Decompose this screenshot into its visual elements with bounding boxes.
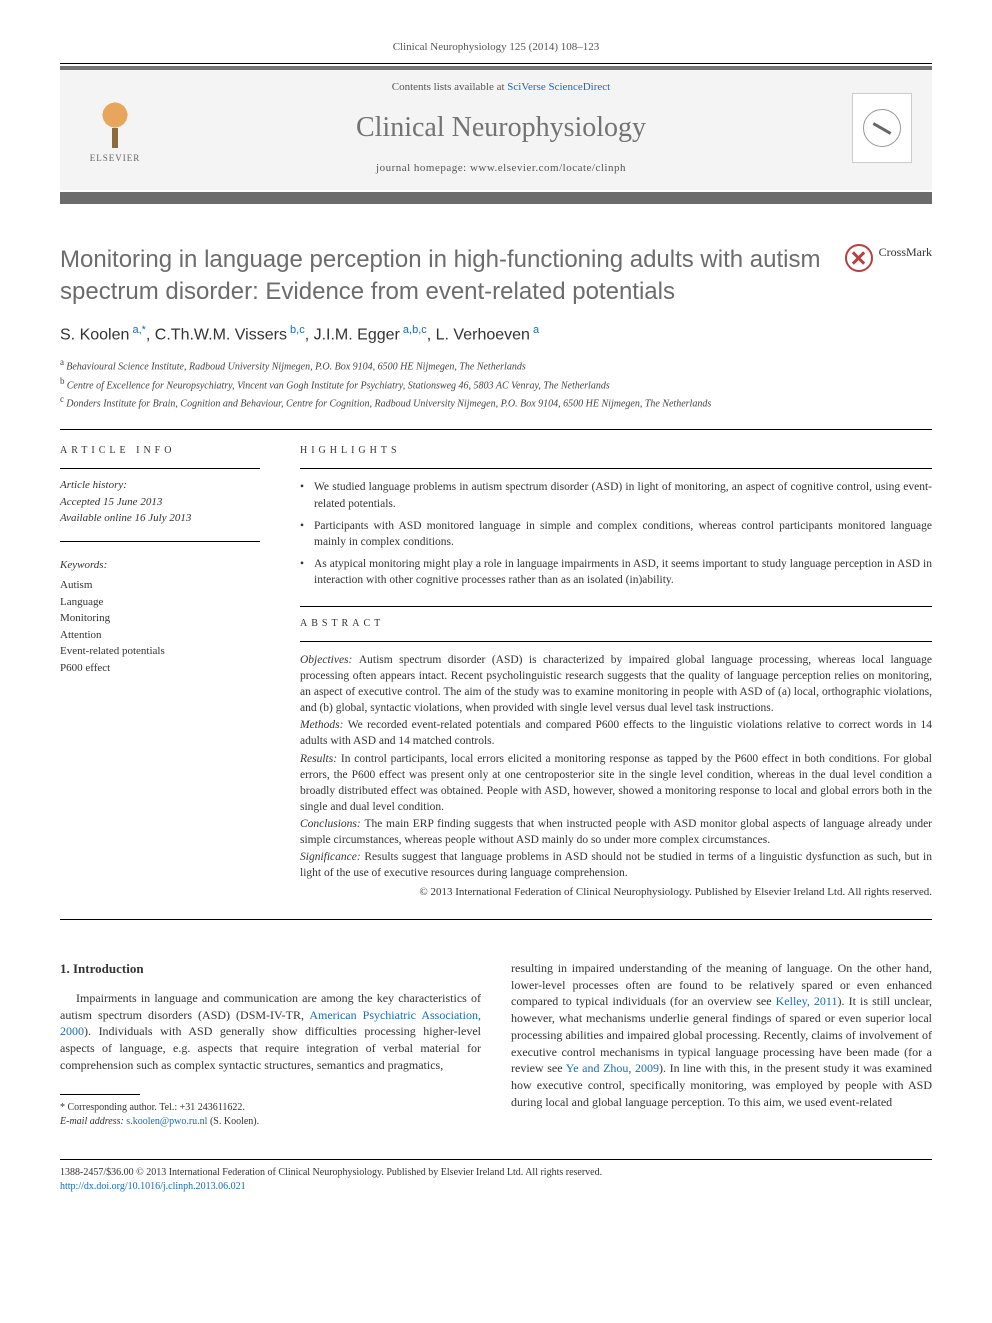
abstract-section-label: Results:: [300, 753, 341, 765]
journal-homepage: journal homepage: www.elsevier.com/locat…: [170, 161, 832, 176]
abstract-section: Significance: Results suggest that langu…: [300, 849, 932, 881]
author-sup: a,b,c: [400, 324, 427, 336]
abstract-section-label: Methods:: [300, 719, 348, 731]
crossmark-icon: [845, 244, 873, 272]
intro-text-2: ). Individuals with ASD generally show d…: [60, 1024, 481, 1072]
highlights-abstract-column: HIGHLIGHTS We studied language problems …: [300, 444, 932, 900]
keyword: Language: [60, 594, 260, 611]
online-date: Available online 16 July 2013: [60, 510, 260, 527]
affiliation: b Centre of Excellence for Neuropsychiat…: [60, 375, 932, 393]
abstract-section: Conclusions: The main ERP finding sugges…: [300, 816, 932, 848]
keyword: Event-related potentials: [60, 643, 260, 660]
body-right-column: resulting in impaired understanding of t…: [511, 960, 932, 1129]
history-label: Article history:: [60, 477, 260, 494]
affiliations: a Behavioural Science Institute, Radboud…: [60, 356, 932, 411]
journal-cover-thumbnail: [852, 93, 912, 163]
ref-kelley-2011[interactable]: Kelley, 2011: [776, 994, 838, 1008]
body-left-column: 1. Introduction Impairments in language …: [60, 960, 481, 1129]
highlights-rule: [300, 468, 932, 469]
author: J.I.M. Egger: [314, 326, 400, 343]
crossmark-label: CrossMark: [879, 244, 932, 261]
affiliation: c Donders Institute for Brain, Cognition…: [60, 393, 932, 411]
keywords-list: AutismLanguageMonitoringAttentionEvent-r…: [60, 577, 260, 676]
highlight-item: We studied language problems in autism s…: [300, 479, 932, 511]
abstract-body: Objectives: Autism spectrum disorder (AS…: [300, 652, 932, 881]
accepted-date: Accepted 15 June 2013: [60, 494, 260, 511]
elsevier-label: ELSEVIER: [90, 152, 141, 165]
abstract-rule-top: [300, 606, 932, 607]
page-footer: 1388-2457/$36.00 © 2013 International Fe…: [60, 1159, 932, 1194]
author: C.Th.W.M. Vissers: [155, 326, 287, 343]
keyword: Autism: [60, 577, 260, 594]
contents-prefix: Contents lists available at: [392, 81, 507, 93]
abstract-section-label: Objectives:: [300, 654, 359, 666]
header-citation: Clinical Neurophysiology 125 (2014) 108–…: [60, 40, 932, 55]
keyword: Monitoring: [60, 610, 260, 627]
footer-copyright: 1388-2457/$36.00 © 2013 International Fe…: [60, 1166, 932, 1180]
keyword: P600 effect: [60, 660, 260, 677]
email-suffix: (S. Koolen).: [210, 1116, 259, 1127]
header-bar-bottom: [60, 192, 932, 204]
intro-para-left: Impairments in language and communicatio…: [60, 990, 481, 1074]
elsevier-logo: ELSEVIER: [80, 88, 150, 168]
crossmark-badge[interactable]: CrossMark: [845, 244, 932, 306]
article-info-column: ARTICLE INFO Article history: Accepted 1…: [60, 444, 260, 900]
keywords-label: Keywords:: [60, 558, 260, 573]
corresponding-footnote: * Corresponding author. Tel.: +31 243611…: [60, 1101, 481, 1129]
abstract-section: Results: In control participants, local …: [300, 751, 932, 815]
elsevier-tree-icon: [90, 93, 140, 148]
header-rule-top: [60, 63, 932, 64]
info-divider-bottom: [60, 919, 932, 920]
abstract-heading: ABSTRACT: [300, 617, 932, 631]
abstract-section: Methods: We recorded event-related poten…: [300, 717, 932, 749]
author-sup: a: [530, 324, 539, 336]
corresponding-line: * Corresponding author. Tel.: +31 243611…: [60, 1101, 481, 1115]
highlights-heading: HIGHLIGHTS: [300, 444, 932, 458]
author-sup: a,*: [129, 324, 146, 336]
highlight-item: Participants with ASD monitored language…: [300, 518, 932, 550]
author: S. Koolen: [60, 326, 129, 343]
footnote-rule: [60, 1094, 140, 1095]
affiliation: a Behavioural Science Institute, Radboud…: [60, 356, 932, 374]
corresponding-email[interactable]: s.koolen@pwo.ru.nl: [126, 1116, 207, 1127]
contents-available-line: Contents lists available at SciVerse Sci…: [170, 80, 832, 95]
highlights-list: We studied language problems in autism s…: [300, 479, 932, 588]
authors-line: S. Koolen a,*, C.Th.W.M. Vissers b,c, J.…: [60, 323, 932, 347]
doi-link[interactable]: http://dx.doi.org/10.1016/j.clinph.2013.…: [60, 1181, 246, 1192]
section-title: Introduction: [73, 961, 144, 976]
abstract-section-label: Conclusions:: [300, 818, 364, 830]
homepage-url[interactable]: www.elsevier.com/locate/clinph: [470, 162, 626, 174]
intro-para-right: resulting in impaired understanding of t…: [511, 960, 932, 1111]
article-title: Monitoring in language perception in hig…: [60, 244, 825, 306]
info-divider-top: [60, 429, 932, 430]
ref-ye-zhou-2009[interactable]: Ye and Zhou, 2009: [566, 1061, 659, 1075]
abstract-copyright: © 2013 International Federation of Clini…: [300, 885, 932, 900]
author: L. Verhoeven: [436, 326, 530, 343]
abstract-section: Objectives: Autism spectrum disorder (AS…: [300, 652, 932, 716]
abstract-section-label: Significance:: [300, 851, 364, 863]
journal-name: Clinical Neurophysiology: [170, 108, 832, 147]
sciencedirect-link[interactable]: SciVerse ScienceDirect: [507, 81, 610, 93]
article-info-rule: [60, 468, 260, 469]
keyword: Attention: [60, 627, 260, 644]
article-info-heading: ARTICLE INFO: [60, 444, 260, 458]
abstract-rule: [300, 641, 932, 642]
intro-heading: 1. Introduction: [60, 960, 481, 978]
author-sup: b,c: [287, 324, 305, 336]
homepage-prefix: journal homepage:: [376, 162, 470, 174]
journal-header-box: ELSEVIER Contents lists available at Sci…: [60, 70, 932, 190]
email-label: E-mail address:: [60, 1116, 124, 1127]
section-number: 1.: [60, 961, 70, 976]
keywords-rule: [60, 541, 260, 542]
highlight-item: As atypical monitoring might play a role…: [300, 556, 932, 588]
